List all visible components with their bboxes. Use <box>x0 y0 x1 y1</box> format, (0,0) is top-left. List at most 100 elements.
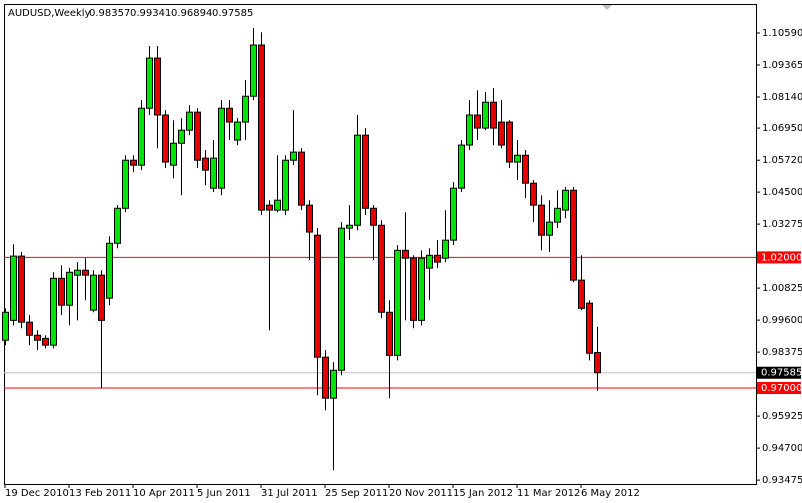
candle-body <box>346 224 353 229</box>
y-tick-label: 1.03275 <box>762 219 802 230</box>
candle-body <box>162 114 169 163</box>
candle-body <box>66 271 73 306</box>
y-tick-label: 0.98375 <box>762 347 802 358</box>
candle-body <box>122 159 129 209</box>
candle-body <box>170 142 177 166</box>
candle-body <box>394 249 401 356</box>
candle-body <box>338 227 345 371</box>
x-tick-label: 13 Feb 2011 <box>69 488 131 499</box>
candle-body <box>458 144 465 189</box>
candle-body <box>450 187 457 241</box>
candle-body <box>266 204 273 211</box>
candle-body <box>490 101 497 129</box>
candle-body <box>58 277 65 306</box>
x-tick-label: 6 May 2012 <box>581 488 640 499</box>
y-tick-label: 1.08140 <box>762 92 802 103</box>
symbol: AUDUSD,Weekly <box>8 8 91 19</box>
candle-body <box>410 257 417 321</box>
y-tick-label: 1.00825 <box>762 283 802 294</box>
candle-body <box>50 277 57 346</box>
header: AUDUSD,Weekly 0.98357 0.99341 0.96894 0.… <box>8 8 253 19</box>
x-tick-label: 19 Dec 2010 <box>5 488 69 499</box>
hline-label: 0.97000 <box>761 383 802 394</box>
candle-body <box>586 302 593 354</box>
candle-body <box>498 121 505 146</box>
candle-body <box>10 255 17 321</box>
candle-body <box>218 107 225 189</box>
hline-label-box <box>757 251 801 264</box>
candle-body <box>554 207 561 223</box>
candle-body <box>402 249 409 259</box>
candle-body <box>258 44 265 211</box>
header-high: 0.99341 <box>130 8 171 19</box>
candle-body <box>90 274 97 311</box>
x-tick-label: 5 Jun 2011 <box>197 488 251 499</box>
candle-body <box>426 254 433 269</box>
candle-body <box>506 121 513 163</box>
candle-body <box>154 57 161 116</box>
price-label-box <box>757 366 801 379</box>
candle-body <box>514 154 521 163</box>
candle-body <box>18 255 25 323</box>
candle-body <box>522 154 529 184</box>
candle-body <box>234 121 241 141</box>
candle-body <box>26 321 33 336</box>
candle-body <box>98 274 105 321</box>
candle-body <box>186 111 193 131</box>
y-tick-label: 1.04500 <box>762 187 802 198</box>
candle-body <box>250 44 257 97</box>
y-tick-label: 0.99600 <box>762 315 802 326</box>
candle-body <box>306 204 313 233</box>
y-tick-label: 1.09365 <box>762 60 802 71</box>
candle-body <box>466 114 473 146</box>
candle-body <box>2 311 9 341</box>
candle-body <box>74 269 81 276</box>
x-tick-label: 15 Jan 2012 <box>453 488 513 499</box>
candle-body <box>354 134 361 226</box>
candle-body <box>562 189 569 211</box>
y-tick-label: 1.06950 <box>762 123 802 134</box>
candle-body <box>194 111 201 161</box>
candle-body <box>130 159 137 166</box>
candle-body <box>482 101 489 129</box>
candle-body <box>114 207 121 244</box>
hline-label-box <box>757 382 801 395</box>
hline-label: 1.02000 <box>761 252 802 263</box>
candle-body <box>322 356 329 399</box>
candle-body <box>314 234 321 358</box>
price-label: 0.97585 <box>761 368 802 379</box>
candle-body <box>546 221 553 236</box>
candle-body <box>178 129 185 144</box>
candle-body <box>138 107 145 166</box>
candle-body <box>386 311 393 356</box>
candle-body <box>362 134 369 209</box>
candle-body <box>442 239 449 259</box>
candle-body <box>210 157 217 189</box>
candle-body <box>146 57 153 109</box>
candle-body <box>34 334 41 341</box>
x-tick-label: 25 Sep 2011 <box>325 488 388 499</box>
y-tick-label: 1.05720 <box>762 155 802 166</box>
candle-body <box>378 224 385 313</box>
candle-body <box>42 337 49 346</box>
shift-marker <box>602 5 612 10</box>
candle-body <box>330 369 337 399</box>
header-low: 0.96894 <box>171 8 212 19</box>
candle-body <box>202 157 209 171</box>
plot-frame <box>4 4 757 485</box>
x-tick-label: 20 Nov 2011 <box>389 488 453 499</box>
x-tick-label: 31 Jul 2011 <box>261 488 318 499</box>
candle-body <box>570 189 577 281</box>
candle-body <box>434 254 441 263</box>
y-tick-label: 0.93475 <box>762 475 802 486</box>
candle-body <box>298 151 305 206</box>
candle-body <box>226 107 233 123</box>
candle-body <box>274 199 281 211</box>
candle-body <box>578 279 585 309</box>
candle-body <box>242 95 249 123</box>
candle-body <box>290 151 297 161</box>
header-open: 0.98357 <box>89 8 130 19</box>
candle-body <box>82 269 89 276</box>
candle-body <box>594 352 601 374</box>
